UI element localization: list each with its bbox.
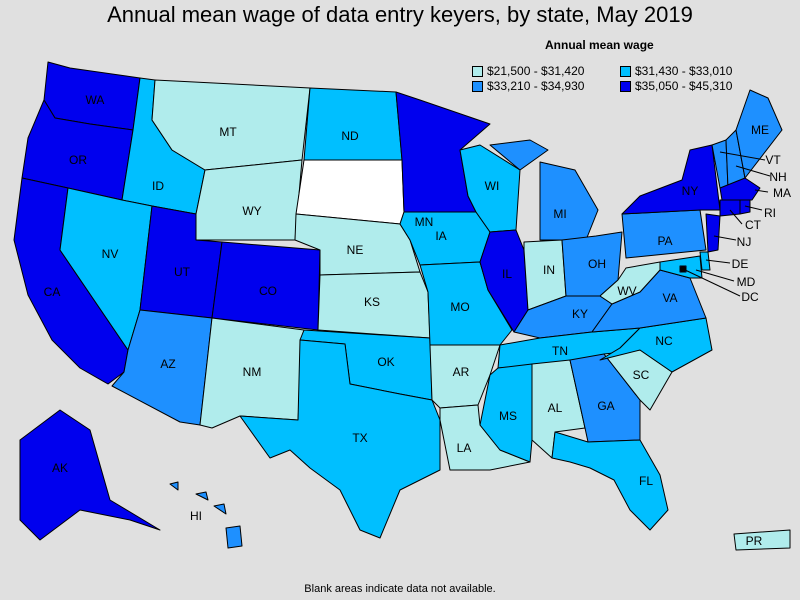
state-sd[interactable] — [295, 159, 405, 225]
legend-swatch-2 — [620, 65, 631, 77]
label-dc: DC — [741, 290, 759, 304]
leader-vt — [719, 151, 766, 161]
legend-swatch-4 — [620, 80, 631, 92]
label-ut: UT — [174, 265, 191, 279]
label-ny: NY — [682, 184, 699, 198]
label-id: ID — [152, 179, 164, 193]
legend-swatch-1 — [472, 65, 483, 77]
label-al: AL — [548, 401, 563, 415]
legend-label-4: $35,050 - $45,310 — [635, 79, 733, 93]
state-nj[interactable] — [705, 213, 721, 253]
label-mi: MI — [553, 207, 566, 221]
label-tn: TN — [552, 344, 568, 358]
state-ak[interactable] — [19, 409, 161, 541]
label-wa: WA — [86, 93, 105, 107]
label-vt: VT — [765, 153, 781, 167]
state-ny[interactable] — [621, 144, 721, 215]
label-de: DE — [732, 257, 749, 271]
label-wi: WI — [485, 179, 500, 193]
label-ri: RI — [764, 206, 776, 220]
label-va: VA — [662, 291, 677, 305]
legend-item-1: $21,500 - $31,420 — [472, 64, 584, 78]
label-nd: ND — [341, 129, 359, 143]
label-mt: MT — [219, 125, 237, 139]
label-ms: MS — [499, 409, 517, 423]
label-ok: OK — [377, 355, 394, 369]
state-fl[interactable] — [551, 431, 669, 531]
label-pa: PA — [657, 234, 672, 248]
label-or: OR — [69, 153, 87, 167]
label-nv: NV — [102, 247, 119, 261]
label-il: IL — [502, 267, 512, 281]
state-nd[interactable] — [303, 87, 403, 161]
dc-marker — [680, 266, 686, 272]
leader-de — [705, 259, 731, 264]
label-sc: SC — [633, 368, 650, 382]
label-co: CO — [259, 284, 277, 298]
state-wy[interactable] — [195, 159, 303, 241]
state-ma[interactable] — [719, 177, 761, 201]
label-ma: MA — [773, 186, 791, 200]
label-nj: NJ — [737, 235, 752, 249]
label-nh: NH — [769, 170, 786, 184]
label-ga: GA — [597, 399, 614, 413]
footnote: Blank areas indicate data not available. — [304, 583, 496, 595]
label-ia: IA — [435, 229, 446, 243]
leader-nj — [713, 235, 737, 241]
legend-label-3: $33,210 - $34,930 — [487, 79, 585, 93]
state-ri[interactable] — [739, 199, 751, 215]
label-nm: NM — [243, 365, 262, 379]
label-hi: HI — [190, 509, 202, 523]
leader-ri — [744, 205, 763, 211]
legend-label-1: $21,500 - $31,420 — [487, 64, 585, 78]
label-mn: MN — [415, 215, 434, 229]
label-wy: WY — [242, 204, 261, 218]
map-title: Annual mean wage of data entry keyers, b… — [107, 2, 693, 27]
state-ct[interactable] — [719, 199, 741, 217]
state-hi[interactable] — [169, 481, 243, 549]
label-ky: KY — [572, 307, 588, 321]
label-me: ME — [751, 123, 769, 137]
label-md: MD — [737, 275, 756, 289]
legend-item-2: $31,430 - $33,010 — [620, 64, 732, 78]
label-oh: OH — [588, 257, 606, 271]
legend-item-4: $35,050 - $45,310 — [620, 79, 732, 93]
label-la: LA — [457, 441, 472, 455]
label-ct: CT — [745, 218, 762, 232]
state-nc[interactable] — [599, 317, 713, 373]
leader-dc — [682, 268, 741, 297]
label-wv: WV — [617, 284, 636, 298]
state-de[interactable] — [699, 251, 711, 271]
legend-label-2: $31,430 - $33,010 — [635, 64, 733, 78]
label-ks: KS — [364, 295, 380, 309]
legend-swatch-3 — [472, 80, 483, 92]
label-nc: NC — [655, 334, 673, 348]
legend-title: Annual mean wage — [545, 38, 654, 52]
leader-nh — [735, 165, 771, 177]
state-mi[interactable] — [489, 139, 599, 241]
state-pr[interactable] — [733, 529, 791, 551]
label-ak: AK — [52, 461, 68, 475]
label-mo: MO — [450, 300, 469, 314]
state-me[interactable] — [735, 89, 783, 179]
label-ne: NE — [347, 243, 364, 257]
label-tx: TX — [352, 431, 367, 445]
legend-item-3: $33,210 - $34,930 — [472, 79, 584, 93]
state-tx[interactable] — [239, 339, 441, 539]
label-ar: AR — [453, 365, 470, 379]
label-in: IN — [543, 263, 555, 277]
leader-md — [695, 269, 735, 282]
label-az: AZ — [160, 357, 175, 371]
label-pr: PR — [746, 534, 763, 548]
label-fl: FL — [639, 474, 653, 488]
leader-ct — [729, 209, 743, 225]
label-ca: CA — [44, 285, 61, 299]
leader-ma — [754, 189, 769, 193]
